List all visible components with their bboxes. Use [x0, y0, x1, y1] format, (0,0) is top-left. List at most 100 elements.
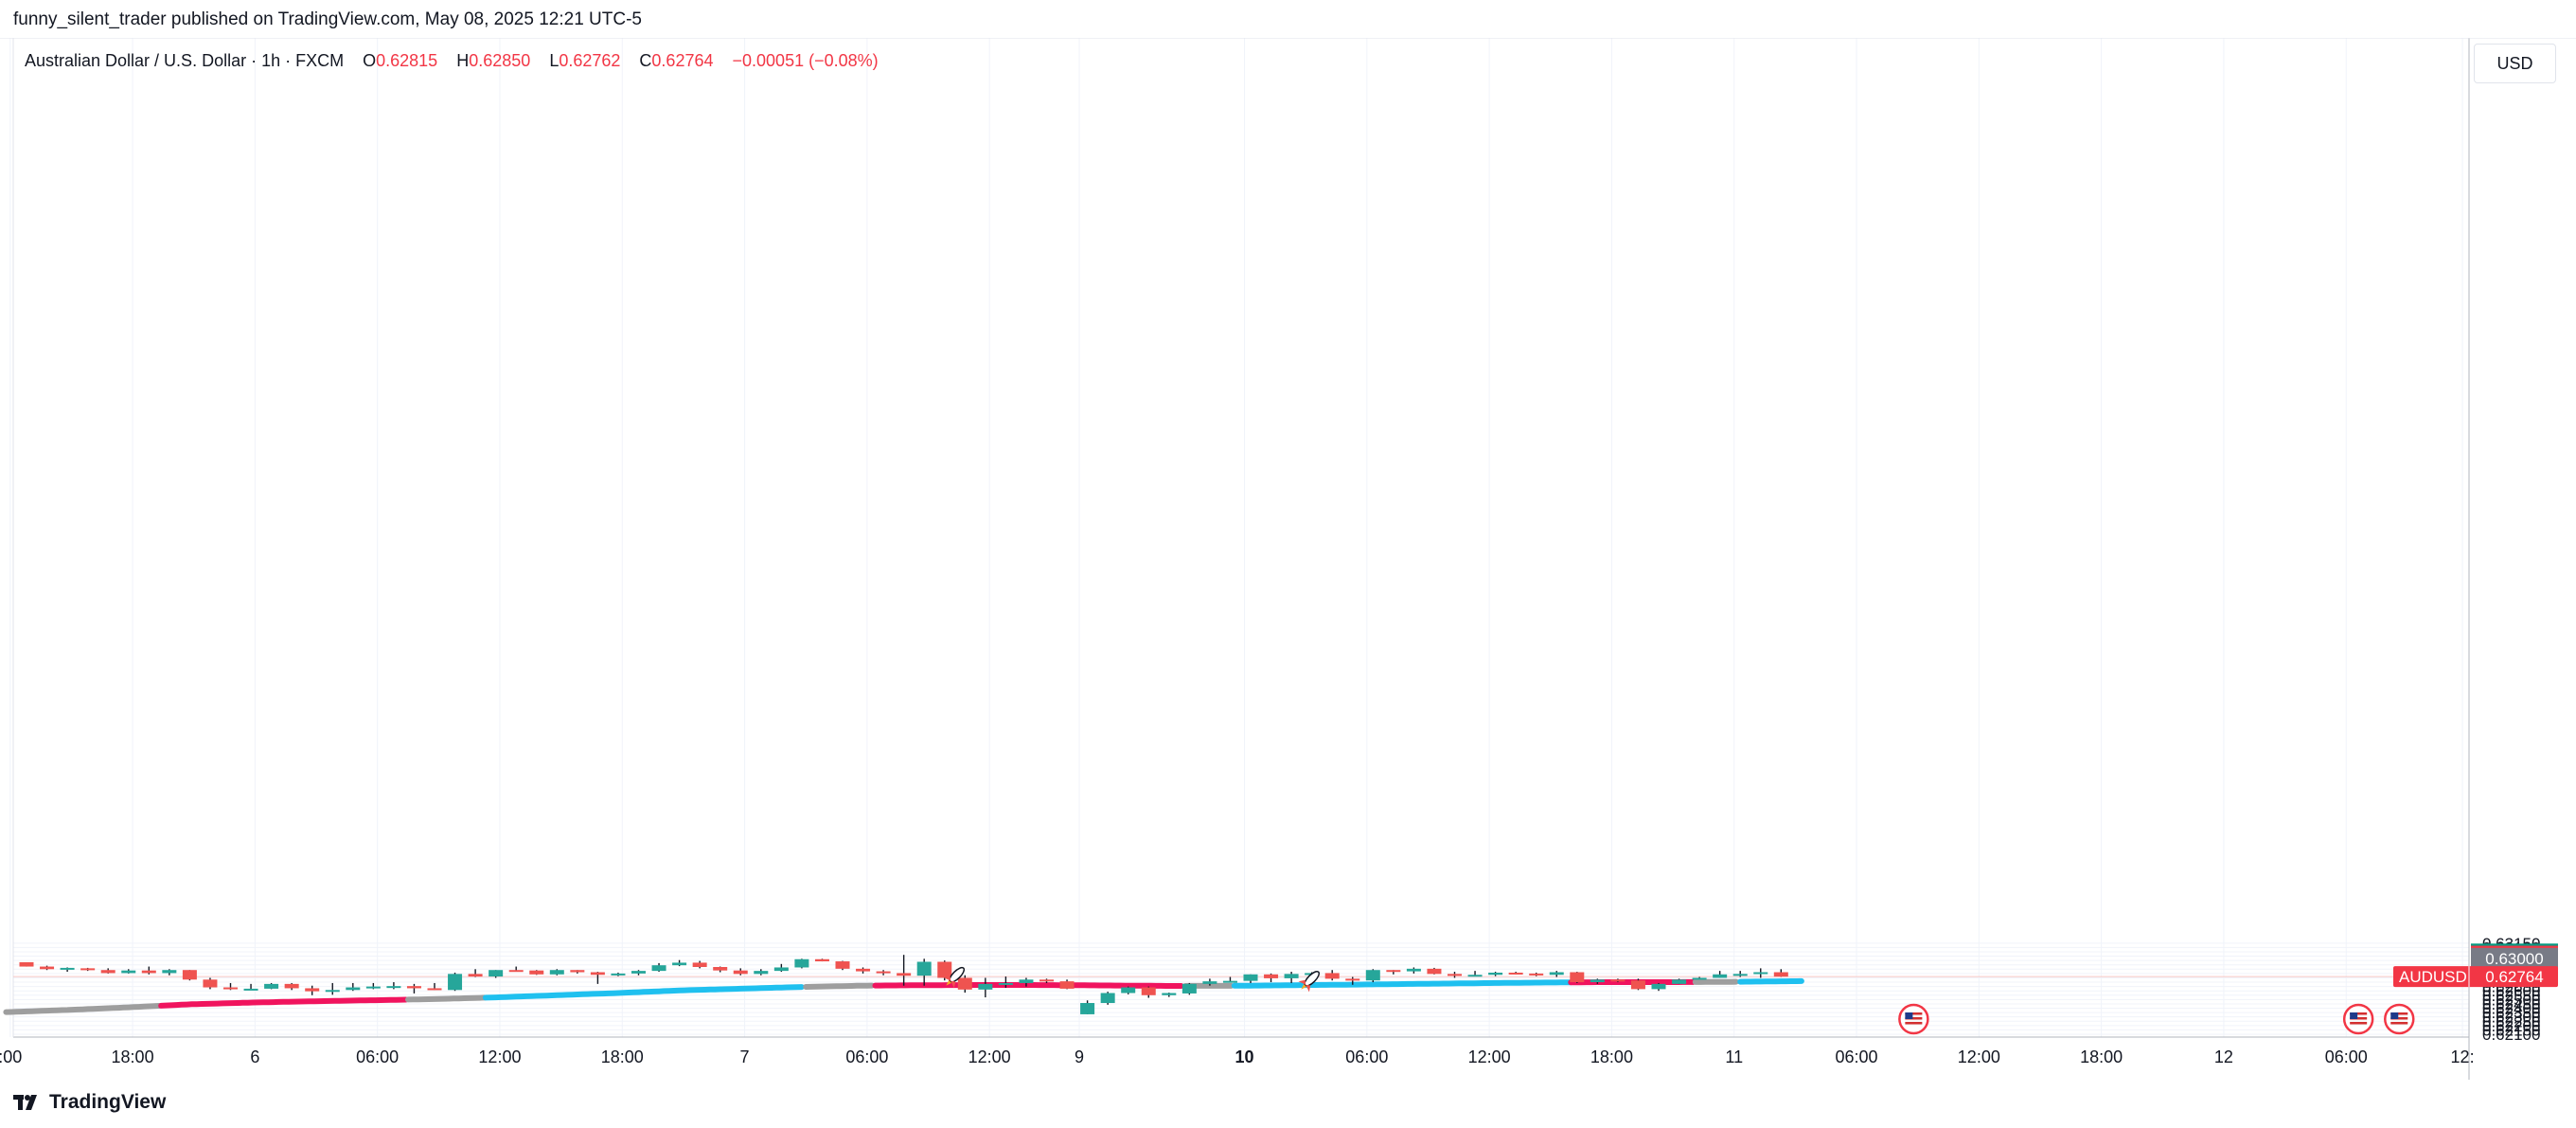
candle-up: [1284, 974, 1299, 978]
last-price-symbol: AUDUSD: [2399, 968, 2467, 986]
candle-up: [1753, 972, 1768, 975]
candle-down: [40, 966, 55, 970]
x-tick-label: 7: [740, 1047, 750, 1066]
us-flag-event-icon[interactable]: [2384, 1003, 2415, 1035]
candle-down: [1773, 972, 1788, 977]
candle-down: [590, 972, 605, 976]
moving-average-segment: [482, 985, 774, 1001]
x-tick-label: 12:: [2451, 1047, 2475, 1066]
candle-down: [876, 971, 891, 974]
candle-up: [1467, 975, 1483, 977]
x-tick-label: 06:00: [1836, 1047, 1878, 1066]
x-tick-label: 9: [1075, 1047, 1084, 1066]
candlestick-chart[interactable]: 0.631500.631000.630500.630000.629500.629…: [0, 38, 2576, 1080]
candle-down: [1345, 978, 1360, 981]
candle-up: [386, 986, 401, 989]
x-tick-label: 12:00: [968, 1047, 1011, 1066]
candle-down: [713, 967, 728, 971]
candle-down: [182, 970, 197, 980]
candle-up: [1713, 974, 1728, 978]
candle-up: [162, 970, 177, 974]
candle-down: [203, 979, 218, 988]
candle-up: [773, 967, 789, 972]
candle-down: [1141, 987, 1156, 995]
candle-down: [468, 974, 483, 977]
moving-average-segment: [1231, 979, 1574, 989]
x-tick-label: 18:00: [601, 1047, 644, 1066]
x-tick-label: 10: [1235, 1047, 1254, 1066]
candle-up: [1488, 972, 1503, 976]
tradingview-brand[interactable]: TradingView: [13, 1091, 166, 1114]
x-tick-label: 12: [2214, 1047, 2233, 1066]
candle-down: [692, 962, 707, 968]
us-flag-event-icon[interactable]: [1898, 1003, 1929, 1035]
x-tick-label: 12:00: [478, 1047, 521, 1066]
y-tick-label: 0.62250: [2482, 1012, 2540, 1030]
moving-average-segment: [872, 982, 1184, 989]
x-tick-label: :00: [0, 1047, 22, 1066]
candle-up: [1202, 981, 1217, 984]
candle-down: [1264, 974, 1279, 978]
candle-down: [223, 987, 238, 990]
candle-up: [549, 970, 564, 975]
candle-down: [427, 988, 442, 991]
close-label: C: [639, 51, 652, 70]
candle-up: [1692, 977, 1707, 980]
y-tick-label: 0.62350: [2482, 1004, 2540, 1022]
x-tick-label: 12:00: [1958, 1047, 2000, 1066]
candle-up: [651, 965, 666, 972]
candle-up: [1406, 968, 1421, 972]
us-flag-event-icon[interactable]: [2342, 1003, 2374, 1035]
candle-down: [814, 958, 829, 962]
candle-down: [1508, 972, 1523, 975]
candle-up: [121, 970, 136, 974]
candle-up: [1080, 1003, 1095, 1014]
rocket-icon[interactable]: [941, 963, 969, 992]
candle-up: [1590, 979, 1605, 983]
candle-up: [346, 987, 361, 991]
candle-down: [1324, 973, 1340, 979]
price-tag: [2471, 947, 2558, 969]
y-tick-label: 0.62200: [2482, 1017, 2540, 1035]
candle-down: [835, 961, 850, 969]
candle-up: [243, 988, 258, 991]
y-tick-label: 0.62100: [2482, 1026, 2540, 1044]
candle-down: [897, 973, 912, 976]
candle-up: [1100, 993, 1115, 1004]
last-price-tag: [2393, 966, 2558, 988]
candle-up: [754, 971, 769, 975]
y-tick-label: 0.62400: [2482, 1000, 2540, 1018]
high-value: 0.62850: [469, 51, 531, 70]
candle-up: [489, 970, 504, 977]
moving-average-segment: [1737, 977, 1804, 985]
x-tick-label: 6: [250, 1047, 259, 1066]
candle-up: [1651, 983, 1666, 990]
candle-up: [672, 962, 687, 966]
symbol-label[interactable]: Australian Dollar / U.S. Dollar · 1h · F…: [25, 51, 345, 70]
candle-down: [733, 970, 748, 975]
candle-down: [1570, 972, 1585, 983]
currency-selector[interactable]: USD: [2474, 44, 2556, 83]
candle-up: [1365, 970, 1380, 981]
candle-down: [406, 986, 421, 989]
moving-average-segment: [768, 984, 805, 991]
x-tick-label: 18:00: [112, 1047, 154, 1066]
y-tick-label: 0.62500: [2482, 991, 2540, 1009]
candle-up: [1121, 987, 1136, 994]
tradingview-logo-icon: [13, 1095, 37, 1110]
x-tick-label: 06:00: [845, 1047, 888, 1066]
candle-up: [264, 983, 279, 989]
candle-down: [19, 961, 34, 967]
rocket-icon[interactable]: [1296, 967, 1324, 995]
x-tick-label: 06:00: [2325, 1047, 2368, 1066]
chart-area[interactable]: 0.631500.631000.630500.630000.629500.629…: [0, 38, 2576, 1080]
moving-average-segment: [405, 994, 488, 1003]
candle-down: [1448, 974, 1462, 976]
y-tick-label: 0.62450: [2482, 995, 2540, 1013]
y-tick-label: 0.62300: [2482, 1009, 2540, 1027]
candle-down: [305, 988, 320, 992]
candle-up: [1222, 980, 1237, 983]
candle-down: [937, 961, 952, 978]
candle-up: [631, 971, 646, 974]
x-tick-label: 12:00: [1468, 1047, 1511, 1066]
